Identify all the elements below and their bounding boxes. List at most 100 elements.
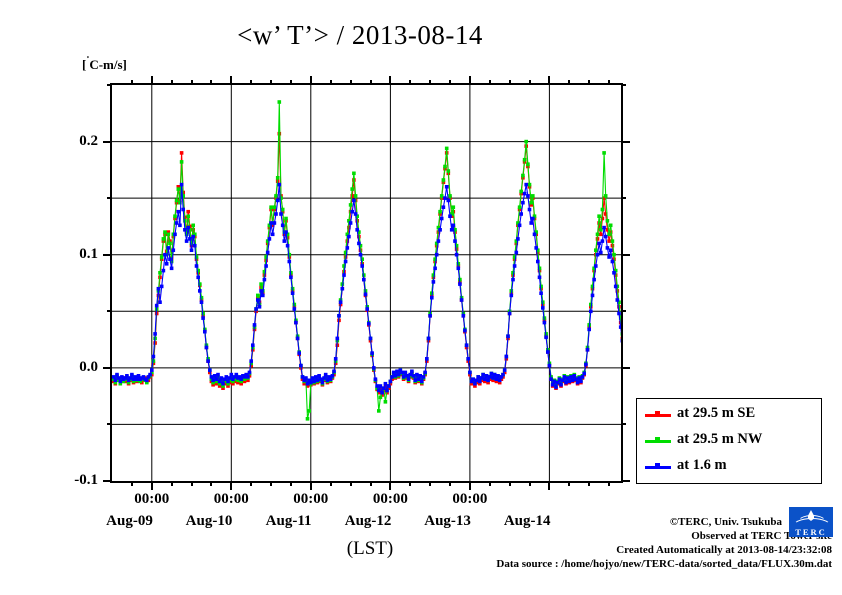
y-tick-right [621, 423, 626, 426]
x-tick-top [329, 80, 332, 85]
x-tick-top [190, 80, 193, 85]
x-tick-top [568, 80, 571, 85]
legend: at 29.5 m SE at 29.5 m NW at 1.6 m [636, 398, 822, 484]
page-title: <w’ T’> / 2013-08-14 [237, 20, 483, 50]
x-tick [449, 481, 451, 486]
x-tick [488, 481, 491, 486]
y-tick-label: -0.1 [74, 472, 98, 488]
x-tick-top [449, 80, 451, 85]
y-tick-label: 0.2 [79, 132, 98, 149]
x-tick-top [548, 76, 551, 85]
x-tick-top [369, 80, 372, 85]
x-tick-top [270, 80, 273, 85]
x-tick-top [389, 76, 392, 85]
y-tick-right [621, 84, 626, 86]
x-date-label: Aug-10 [185, 513, 233, 529]
legend-swatch-red [645, 411, 671, 417]
x-date-label: Aug-11 [265, 513, 312, 529]
x-tick [270, 481, 273, 486]
x-date-label: Aug-14 [503, 513, 551, 529]
x-tick-top [130, 80, 133, 85]
legend-item-2[interactable]: at 1.6 m [645, 457, 819, 479]
x-tick [170, 481, 173, 486]
x-time-label: 00:00 [213, 491, 249, 507]
x-tick [389, 481, 392, 490]
x-tick [528, 481, 531, 486]
x-date-label: Aug-09 [106, 513, 153, 529]
x-date-label: Aug-12 [344, 513, 392, 529]
x-tick [568, 481, 571, 486]
x-tick [548, 481, 551, 490]
legend-swatch-blue [645, 463, 671, 469]
x-tick-top [468, 76, 471, 85]
x-tick-top [349, 80, 352, 85]
x-tick-top [170, 80, 173, 85]
x-tick [250, 481, 253, 486]
legend-item-0[interactable]: at 29.5 m SE [645, 405, 819, 427]
y-tick [107, 84, 112, 86]
x-tick [608, 481, 611, 486]
y-tick-right [621, 480, 630, 482]
y-unit-bracket-open: [ [82, 57, 87, 72]
legend-label-2: at 1.6 m [677, 457, 727, 473]
x-axis-title: (LST) [346, 538, 394, 559]
x-tick [130, 481, 133, 486]
series-layer [112, 100, 621, 421]
footer-copyright: ©TERC, Univ. Tsukuba [669, 516, 782, 528]
x-tick [150, 481, 153, 490]
x-tick-top [250, 80, 253, 85]
x-tick [369, 481, 372, 486]
x-tick [508, 481, 511, 486]
y-tick-right [621, 140, 630, 143]
x-tick-top [608, 80, 611, 85]
plot-area [110, 83, 623, 483]
y-tick-right [621, 253, 630, 256]
x-tick [210, 481, 213, 486]
y-tick-right [621, 310, 626, 313]
y-tick [107, 197, 112, 200]
legend-swatch-green [645, 437, 671, 443]
x-time-label: 00:00 [293, 491, 329, 507]
x-tick-top [588, 80, 591, 85]
x-tick-top [528, 80, 531, 85]
x-tick-top [230, 76, 233, 85]
x-time-label: 00:00 [134, 491, 170, 507]
logo-wordmark: TERC [795, 527, 827, 537]
x-tick-top [488, 80, 491, 85]
plot-inner [112, 85, 621, 481]
legend-label-0: at 29.5 m SE [677, 405, 756, 421]
y-tick [103, 366, 112, 369]
x-tick-top [309, 76, 312, 85]
x-tick-top [289, 80, 292, 85]
x-tick-top [210, 80, 213, 85]
y-tick-right [621, 366, 630, 369]
x-tick [468, 481, 471, 490]
terc-logo-icon: TERC [789, 507, 833, 537]
x-tick [409, 481, 412, 486]
y-tick [103, 253, 112, 256]
degree-icon: ˚ [86, 55, 90, 65]
y-tick [103, 140, 112, 143]
x-tick-top [409, 80, 412, 85]
y-tick [107, 310, 112, 313]
y-tick-right [621, 197, 626, 200]
x-tick [329, 481, 332, 486]
y-tick-label: 0.1 [79, 245, 98, 262]
legend-item-1[interactable]: at 29.5 m NW [645, 431, 819, 453]
x-tick [230, 481, 233, 490]
x-tick [309, 481, 312, 490]
y-tick-label: 0.0 [79, 358, 98, 375]
footer-created-at: Created Automatically at 2013-08-14/23:3… [616, 544, 832, 556]
y-axis-unit-label: [˚C-m/s] [82, 55, 127, 73]
x-tick [349, 481, 352, 486]
x-tick-top [150, 76, 153, 85]
x-tick-top [429, 80, 432, 85]
y-unit-rest: C-m/s] [89, 57, 127, 72]
footer-data-source: Data source : /home/hojyo/new/TERC-data/… [496, 558, 832, 570]
x-tick-top [508, 80, 511, 85]
x-tick [588, 481, 591, 486]
x-tick [289, 481, 292, 486]
